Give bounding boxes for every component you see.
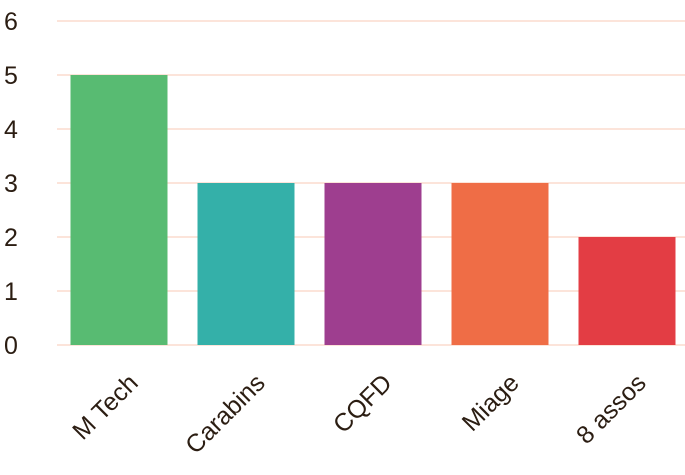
bars: [70, 75, 676, 345]
y-tick-label: 6: [4, 8, 18, 36]
y-tick-label: 3: [4, 170, 18, 198]
y-axis-tick-labels: 0 1 2 3 4 5 6: [4, 8, 18, 360]
bar-miage: [451, 183, 549, 345]
x-axis-tick-labels: M Tech Carabins CQFD Miage 8 assos: [67, 369, 651, 460]
bar-m-tech: [70, 75, 168, 345]
y-tick-label: 4: [4, 116, 18, 144]
x-tick-label: Miage: [457, 369, 525, 437]
bar-cqfd: [324, 183, 422, 345]
y-tick-label: 1: [4, 278, 18, 306]
y-tick-label: 0: [4, 332, 18, 360]
x-tick-label: 8 assos: [571, 369, 652, 450]
x-tick-label: Carabins: [180, 369, 271, 460]
y-tick-label: 5: [4, 62, 18, 90]
bar-carabins: [197, 183, 295, 345]
x-tick-label: M Tech: [67, 369, 143, 445]
y-tick-label: 2: [4, 224, 18, 252]
x-tick-label: CQFD: [328, 369, 398, 439]
bar-8-assos: [578, 237, 676, 345]
